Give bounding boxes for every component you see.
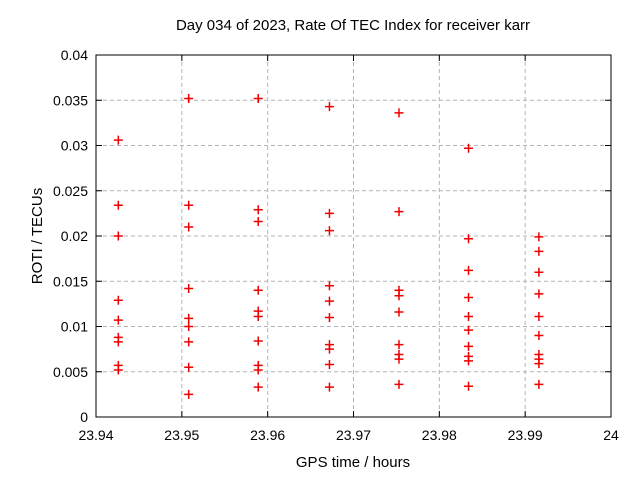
y-tick-label: 0.04 bbox=[61, 47, 88, 63]
x-tick-label: 23.99 bbox=[508, 427, 543, 443]
data-point bbox=[394, 379, 404, 389]
y-tick-label: 0.01 bbox=[61, 319, 88, 335]
data-point bbox=[394, 291, 404, 301]
data-point bbox=[324, 344, 334, 354]
data-point bbox=[324, 208, 334, 218]
data-point bbox=[534, 312, 544, 322]
data-point bbox=[184, 93, 194, 103]
data-point bbox=[464, 265, 474, 275]
data-point bbox=[253, 93, 263, 103]
data-point bbox=[534, 331, 544, 341]
data-point bbox=[394, 307, 404, 317]
data-point bbox=[464, 356, 474, 366]
data-point bbox=[184, 322, 194, 331]
y-tick-label: 0.005 bbox=[53, 364, 88, 380]
data-points bbox=[113, 93, 544, 399]
data-point bbox=[464, 234, 474, 244]
data-point bbox=[464, 341, 474, 351]
x-tick-label: 23.98 bbox=[422, 427, 457, 443]
data-point bbox=[253, 205, 263, 215]
x-tick-label: 23.97 bbox=[336, 427, 371, 443]
data-point bbox=[534, 267, 544, 277]
x-axis-label: GPS time / hours bbox=[296, 454, 410, 471]
data-point bbox=[113, 315, 123, 325]
data-point bbox=[253, 312, 263, 322]
data-point bbox=[113, 295, 123, 305]
gridlines bbox=[96, 55, 611, 417]
data-point bbox=[464, 381, 474, 391]
data-point bbox=[253, 285, 263, 295]
data-point bbox=[113, 135, 123, 145]
data-point bbox=[113, 200, 123, 210]
x-tick-label: 23.94 bbox=[78, 427, 113, 443]
chart-title: Day 034 of 2023, Rate Of TEC Index for r… bbox=[176, 17, 530, 34]
data-point bbox=[534, 359, 544, 369]
x-tick-label: 23.95 bbox=[164, 427, 199, 443]
y-tick-label: 0.015 bbox=[53, 273, 88, 289]
data-point bbox=[464, 312, 474, 322]
y-tick-label: 0.035 bbox=[53, 92, 88, 108]
y-axis-label: ROTI / TECUs bbox=[29, 188, 46, 284]
data-point bbox=[184, 362, 194, 372]
y-tick-label: 0.025 bbox=[53, 183, 88, 199]
data-point bbox=[324, 312, 334, 322]
data-point bbox=[184, 337, 194, 347]
data-point bbox=[534, 232, 544, 242]
data-point bbox=[464, 143, 474, 153]
data-point bbox=[184, 222, 194, 232]
data-point bbox=[324, 281, 334, 291]
data-point bbox=[184, 389, 194, 399]
data-point bbox=[324, 360, 334, 370]
x-tick-label: 23.96 bbox=[250, 427, 285, 443]
axis-ticks bbox=[95, 54, 612, 418]
data-point bbox=[184, 200, 194, 210]
data-point bbox=[324, 382, 334, 392]
y-tick-label: 0 bbox=[80, 409, 88, 425]
data-point bbox=[394, 108, 404, 118]
y-tick-label: 0.03 bbox=[61, 138, 88, 154]
data-point bbox=[324, 226, 334, 236]
data-point bbox=[464, 325, 474, 335]
data-point bbox=[534, 289, 544, 299]
data-point bbox=[394, 207, 404, 217]
y-tick-label: 0.02 bbox=[61, 228, 88, 244]
data-point bbox=[464, 293, 474, 303]
data-point bbox=[324, 102, 334, 112]
data-point bbox=[394, 340, 404, 350]
data-point bbox=[253, 382, 263, 392]
data-point bbox=[253, 365, 263, 375]
data-point bbox=[253, 217, 263, 227]
data-point bbox=[324, 296, 334, 306]
data-point bbox=[113, 231, 123, 241]
data-point bbox=[184, 283, 194, 293]
data-point bbox=[113, 337, 123, 347]
data-point bbox=[184, 313, 194, 323]
data-point bbox=[113, 365, 123, 375]
tick-labels: 23.94 23.95 23.96 23.97 23.98 23.99 24 0 0.005 0.… bbox=[53, 47, 619, 443]
x-tick-label: 24 bbox=[603, 427, 619, 443]
data-point bbox=[534, 379, 544, 389]
data-point bbox=[534, 246, 544, 256]
data-point bbox=[253, 336, 263, 346]
data-point bbox=[394, 354, 404, 364]
